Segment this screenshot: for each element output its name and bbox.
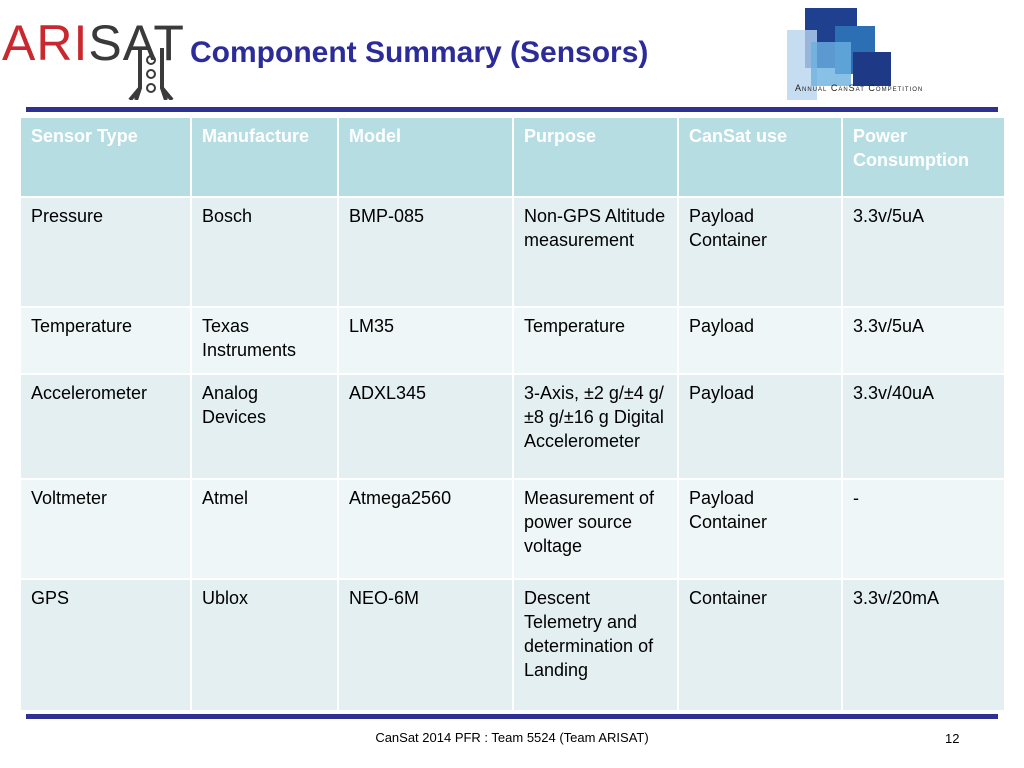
- rocket-icon: [128, 48, 174, 100]
- page-title: Component Summary (Sensors): [190, 36, 649, 69]
- page-number: 12: [945, 731, 960, 746]
- table-row: Accelerometer Analog Devices ADXL345 3-A…: [21, 375, 1004, 478]
- arisat-logo: ARISAT: [2, 15, 185, 71]
- cell: 3.3v/20mA: [843, 580, 1004, 710]
- cell: Accelerometer: [21, 375, 190, 478]
- cell: GPS: [21, 580, 190, 710]
- column-header: Purpose: [514, 118, 677, 196]
- cell: Temperature: [514, 308, 677, 373]
- column-header: Power Consumption: [843, 118, 1004, 196]
- cell: Payload: [679, 375, 841, 478]
- table-row: Pressure Bosch BMP-085 Non-GPS Altitude …: [21, 198, 1004, 306]
- cell: ADXL345: [339, 375, 512, 478]
- cell: Analog Devices: [192, 375, 337, 478]
- table-row: Temperature Texas Instruments LM35 Tempe…: [21, 308, 1004, 373]
- cell: Non-GPS Altitude measurement: [514, 198, 677, 306]
- cell: 3.3v/5uA: [843, 308, 1004, 373]
- table-row: Voltmeter Atmel Atmega2560 Measurement o…: [21, 480, 1004, 578]
- competition-logo-text: Annual CanSat Competition: [795, 83, 924, 93]
- cell: Payload: [679, 308, 841, 373]
- cell: 3.3v/5uA: [843, 198, 1004, 306]
- footer-rule: [26, 714, 998, 719]
- cell: Bosch: [192, 198, 337, 306]
- cansat-competition-logo: Annual CanSat Competition: [785, 8, 995, 100]
- cell: Atmel: [192, 480, 337, 578]
- cell: Temperature: [21, 308, 190, 373]
- cell: Texas Instruments: [192, 308, 337, 373]
- cell: Ublox: [192, 580, 337, 710]
- column-header: Model: [339, 118, 512, 196]
- cell: -: [843, 480, 1004, 578]
- column-header: CanSat use: [679, 118, 841, 196]
- table-header-row: Sensor Type Manufacture Model Purpose Ca…: [21, 118, 1004, 196]
- cell: Container: [679, 580, 841, 710]
- cell: Pressure: [21, 198, 190, 306]
- cell: Descent Telemetry and determination of L…: [514, 580, 677, 710]
- cell: Payload Container: [679, 198, 841, 306]
- cell: NEO-6M: [339, 580, 512, 710]
- cell: 3.3v/40uA: [843, 375, 1004, 478]
- column-header: Sensor Type: [21, 118, 190, 196]
- cell: LM35: [339, 308, 512, 373]
- sensor-table: Sensor Type Manufacture Model Purpose Ca…: [19, 116, 1006, 712]
- table-row: GPS Ublox NEO-6M Descent Telemetry and d…: [21, 580, 1004, 710]
- column-header: Manufacture: [192, 118, 337, 196]
- cell: Measurement of power source voltage: [514, 480, 677, 578]
- cell: Payload Container: [679, 480, 841, 578]
- cell: 3-Axis, ±2 g/±4 g/±8 g/±16 g Digital Acc…: [514, 375, 677, 478]
- cell: BMP-085: [339, 198, 512, 306]
- footer-text: CanSat 2014 PFR : Team 5524 (Team ARISAT…: [375, 730, 649, 745]
- cell: Atmega2560: [339, 480, 512, 578]
- header-rule: [26, 107, 998, 112]
- cell: Voltmeter: [21, 480, 190, 578]
